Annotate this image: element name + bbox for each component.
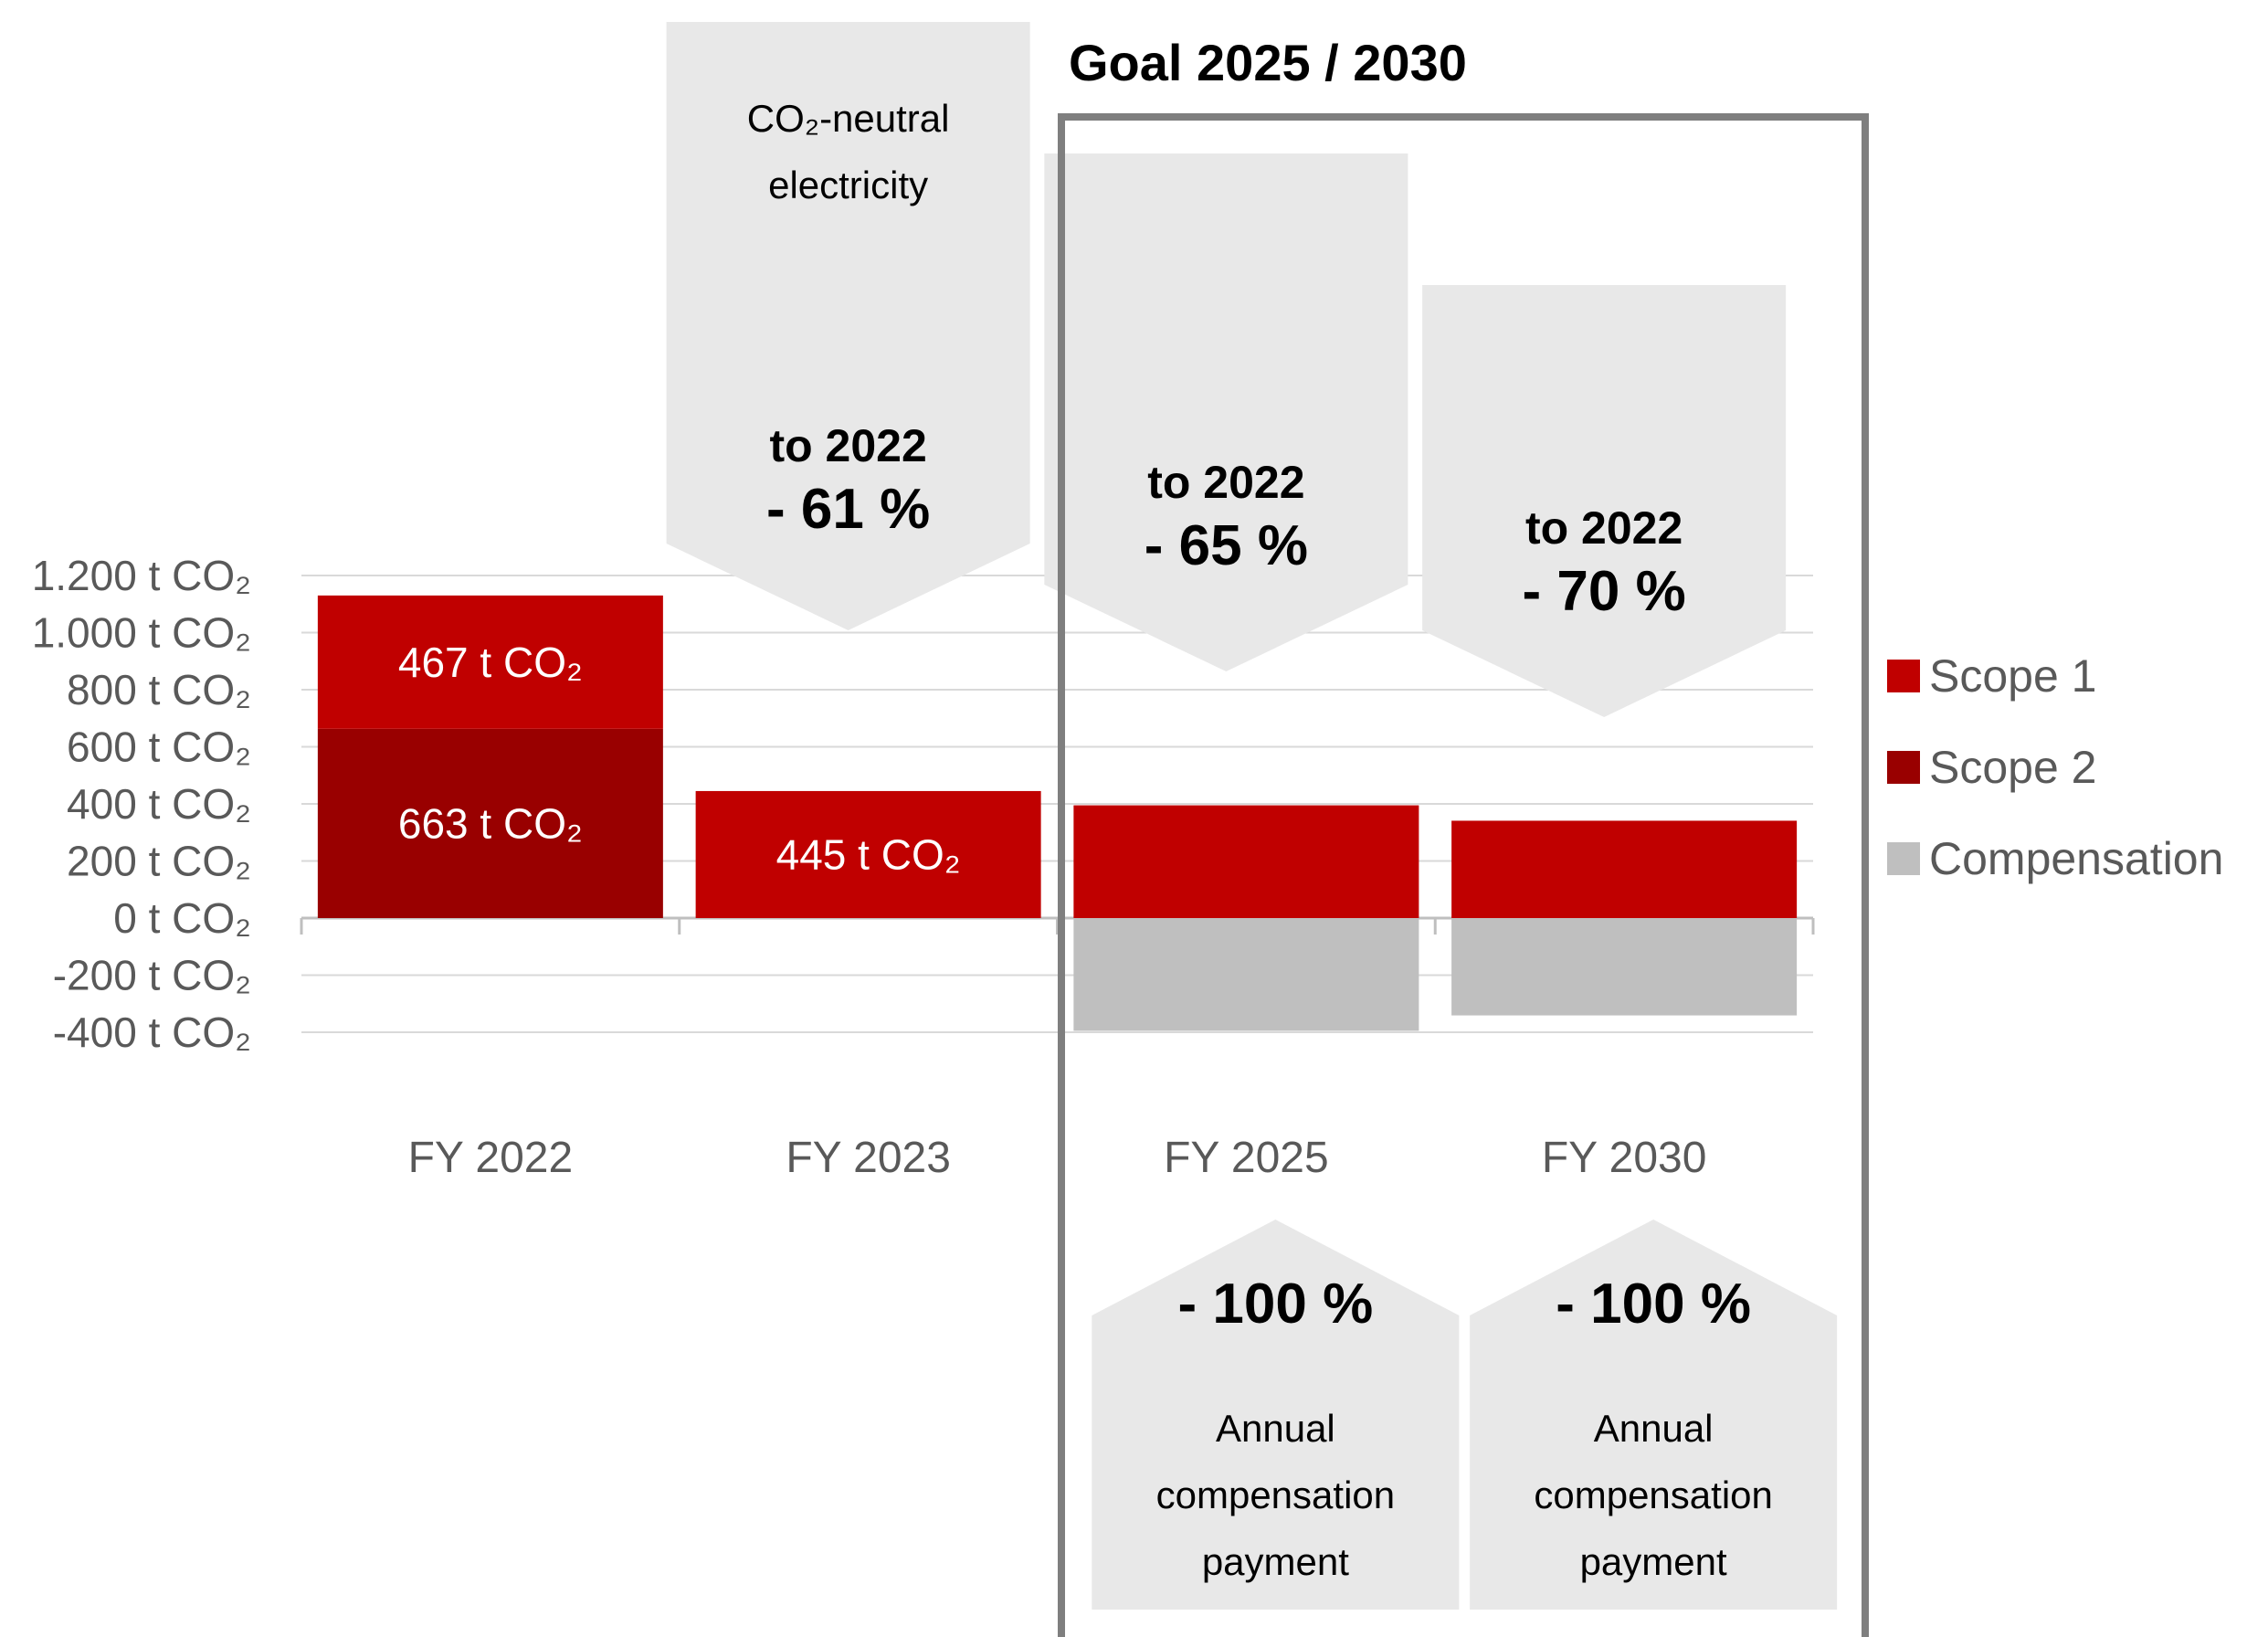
arrow-annotations: CO₂-neutral electricity to 2022 - 61 % to 20… xyxy=(666,22,1838,1610)
goal-title: Goal 2025 / 2030 xyxy=(1069,34,1467,91)
arrow-note-line: payment xyxy=(1580,1540,1727,1583)
bar-compensation-fy-2025 xyxy=(1073,918,1419,1031)
bar-scope-1-fy-2022 xyxy=(317,595,663,729)
arrow-note-line: compensation xyxy=(1156,1473,1396,1516)
x-tick-label: FY 2030 xyxy=(1542,1134,1707,1182)
arrow-percentage: - 100 % xyxy=(1178,1273,1374,1336)
y-tick-label: 600 t CO₂ xyxy=(67,723,251,771)
arrow-note-line: compensation xyxy=(1534,1473,1773,1516)
legend-label-scope-2: Scope 2 xyxy=(1929,742,2096,793)
y-tick-label: 1.200 t CO₂ xyxy=(32,552,251,599)
arrow-percentage: - 100 % xyxy=(1556,1273,1751,1336)
legend-swatch-compensation xyxy=(1887,842,1920,875)
legend-swatch-scope-2 xyxy=(1887,751,1920,784)
data-label: 663 t CO₂ xyxy=(398,799,583,847)
bar-scope-1-fy-2023 xyxy=(695,790,1041,918)
goal-box: Goal 2025 / 2030 xyxy=(1058,34,1869,1637)
legend: Scope 1 Scope 2 Compensation xyxy=(1887,650,2223,884)
arrow-reference: to 2022 xyxy=(1147,457,1304,508)
up-arrow-fy-2030 xyxy=(1470,1220,1838,1610)
legend-label-compensation: Compensation xyxy=(1929,833,2223,884)
data-label: 467 t CO₂ xyxy=(398,639,583,686)
down-arrow-fy-2030 xyxy=(1422,285,1787,717)
legend-swatch-scope-1 xyxy=(1887,660,1920,692)
bar-scope-1-fy-2025 xyxy=(1073,805,1419,918)
y-tick-label: 200 t CO₂ xyxy=(67,838,251,885)
data-label: 445 t CO₂ xyxy=(776,830,961,878)
y-tick-label: 800 t CO₂ xyxy=(67,666,251,713)
down-arrow-fy-2025 xyxy=(1044,153,1408,671)
axes: 1.200 t CO₂ 1.000 t CO₂ 800 t CO₂ 600 t CO₂… xyxy=(32,552,1815,1182)
bar-scope-2-fy-2022 xyxy=(317,728,663,918)
x-tick-label: FY 2023 xyxy=(786,1134,951,1182)
down-arrow-fy-2023 xyxy=(666,22,1030,630)
goal-box-frame xyxy=(1058,113,1869,1637)
arrow-note-line: Annual xyxy=(1216,1407,1335,1450)
x-tick-label: FY 2022 xyxy=(408,1134,574,1182)
y-tick-label: 400 t CO₂ xyxy=(67,780,251,828)
bar-scope-1-fy-2030 xyxy=(1451,820,1798,918)
arrow-reference: to 2022 xyxy=(1525,502,1683,554)
arrow-reference: to 2022 xyxy=(769,420,926,471)
arrow-note-line: Annual xyxy=(1594,1407,1714,1450)
y-tick-label: 1.000 t CO₂ xyxy=(32,609,251,657)
arrow-note-line: CO₂-neutral xyxy=(747,97,950,140)
legend-label-scope-1: Scope 1 xyxy=(1929,650,2096,702)
arrow-percentage: - 70 % xyxy=(1523,560,1686,623)
arrow-percentage: - 61 % xyxy=(766,478,930,541)
bar-compensation-fy-2030 xyxy=(1451,918,1798,1016)
y-tick-label: 0 t CO₂ xyxy=(113,894,251,942)
bars xyxy=(317,595,1798,1031)
x-tick-label: FY 2025 xyxy=(1164,1134,1329,1182)
arrow-percentage: - 65 % xyxy=(1145,514,1308,577)
arrow-note-line: payment xyxy=(1202,1540,1349,1583)
y-tick-label: -400 t CO₂ xyxy=(53,1009,251,1056)
data-labels: 467 t CO₂ 663 t CO₂ 445 t CO₂ xyxy=(398,639,961,879)
y-tick-label: -200 t CO₂ xyxy=(53,952,251,999)
arrow-note-line: electricity xyxy=(768,164,928,206)
up-arrow-fy-2025 xyxy=(1092,1220,1460,1610)
